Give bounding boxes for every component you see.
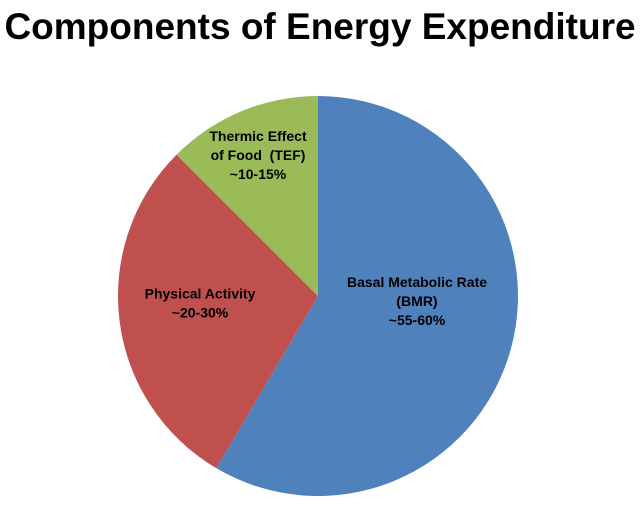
slice-physical-activity (118, 154, 318, 469)
slice-bmr (216, 96, 518, 497)
label-line: ~10-15% (230, 166, 287, 182)
label-line: Physical Activity (145, 286, 256, 302)
label-line: Basal Metabolic Rate (347, 274, 487, 290)
label-line: ~20-30% (172, 305, 229, 321)
label-line: Thermic Effect (209, 128, 307, 144)
label-line: (BMR) (396, 293, 437, 309)
slice-tef (176, 96, 318, 296)
chart-title: Components of Energy Expenditure (4, 6, 636, 47)
pie-slices (118, 96, 518, 497)
label-line: of Food (TEF) (211, 147, 306, 163)
label-physical-activity: Physical Activity ~20-30% (145, 286, 256, 321)
label-bmr: Basal Metabolic Rate (BMR) ~55-60% (347, 274, 487, 328)
label-tef: Thermic Effect of Food (TEF) ~10-15% (209, 128, 307, 182)
label-line: ~55-60% (389, 312, 446, 328)
pie-labels: Basal Metabolic Rate (BMR) ~55-60% Physical… (145, 128, 488, 328)
